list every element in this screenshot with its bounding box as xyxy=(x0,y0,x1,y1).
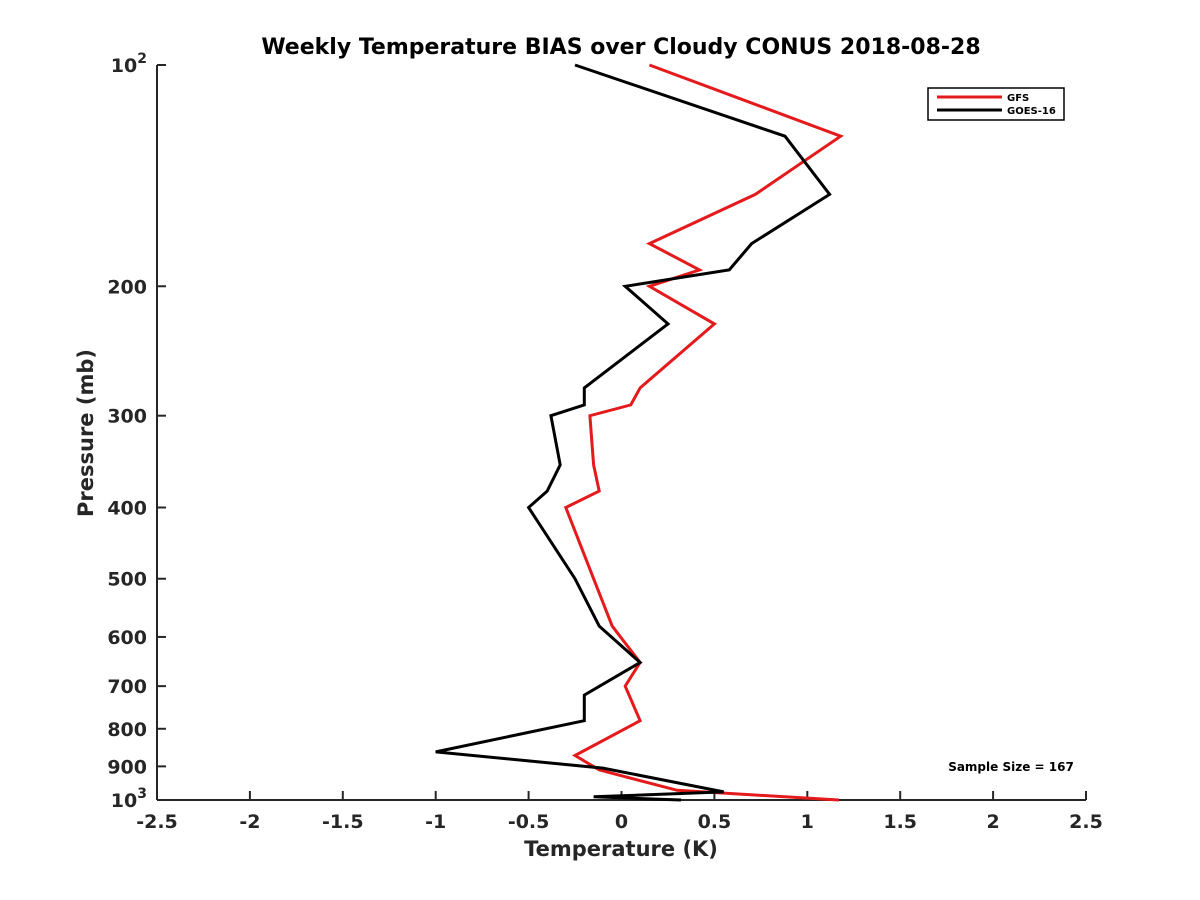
legend-box xyxy=(927,87,1065,121)
series-layer xyxy=(435,63,844,802)
x-axis-label: Temperature (K) xyxy=(524,837,718,861)
x-ticks: -2.5 -2 -1.5 -1 -0.5 0 0.5 1 1.5 2 2.5 xyxy=(136,791,1103,833)
y-tick-label: 103 xyxy=(111,786,147,812)
x-tick-label: 0.5 xyxy=(698,811,732,833)
y-tick-label-exponent: 2 xyxy=(137,51,147,67)
y-tick-label: 700 xyxy=(107,676,147,698)
chart-title: Weekly Temperature BIAS over Cloudy CONU… xyxy=(261,35,980,60)
y-tick-label-base: 700 xyxy=(107,676,147,698)
y-tick-label-base: 300 xyxy=(107,406,147,428)
y-tick-label: 800 xyxy=(107,719,147,741)
y-tick-label: 300 xyxy=(107,406,147,428)
legend-label-gfs: GFS xyxy=(1007,93,1029,104)
x-tick-label: 2 xyxy=(986,811,999,833)
series-line-gfs xyxy=(563,63,844,802)
y-tick-label: 500 xyxy=(107,569,147,591)
x-tick-label: 2.5 xyxy=(1069,811,1103,833)
y-tick-label: 900 xyxy=(107,756,147,778)
x-tick-label: -2 xyxy=(239,811,260,833)
legend-label-goes16: GOES-16 xyxy=(1007,106,1056,117)
y-tick-label-base: 900 xyxy=(107,756,147,778)
x-tick-label: 1 xyxy=(801,811,814,833)
sample-size-annotation: Sample Size = 167 xyxy=(948,760,1074,774)
x-tick-label: -1.5 xyxy=(322,811,364,833)
y-tick-label: 200 xyxy=(107,276,147,298)
y-tick-label: 600 xyxy=(107,627,147,649)
x-tick-label: 0 xyxy=(615,811,628,833)
y-tick-label-base: 500 xyxy=(107,569,147,591)
x-tick-label: 1.5 xyxy=(883,811,917,833)
y-axis-label: Pressure (mb) xyxy=(74,349,98,517)
y-tick-label: 400 xyxy=(107,498,147,520)
y-tick-label-base: 10 xyxy=(111,55,137,77)
series-line-goes16 xyxy=(435,63,832,802)
y-tick-label-exponent: 3 xyxy=(137,786,147,802)
x-tick-label: -1 xyxy=(425,811,446,833)
legend: GFS GOES-16 xyxy=(927,87,1065,121)
y-tick-label-base: 800 xyxy=(107,719,147,741)
x-tick-label: -2.5 xyxy=(136,811,178,833)
y-tick-label-base: 200 xyxy=(107,276,147,298)
y-tick-label-base: 10 xyxy=(111,790,137,812)
y-tick-label-base: 400 xyxy=(107,498,147,520)
x-tick-label: -0.5 xyxy=(508,811,550,833)
y-tick-label: 102 xyxy=(111,51,147,77)
y-tick-label-base: 600 xyxy=(107,627,147,649)
